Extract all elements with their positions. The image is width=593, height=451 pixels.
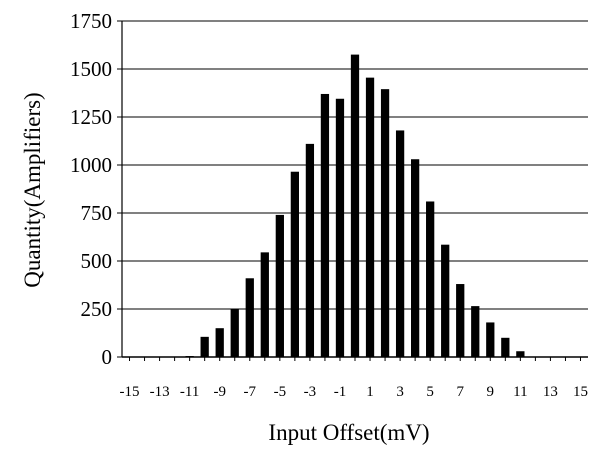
bar-4 xyxy=(410,159,420,357)
y-tick-label-1750: 1750 xyxy=(70,9,112,33)
y-tick-label-1000: 1000 xyxy=(70,153,112,177)
bar-11 xyxy=(516,351,525,357)
y-tick-label-750: 750 xyxy=(81,201,113,225)
bar-3 xyxy=(395,130,405,357)
bar--1 xyxy=(335,98,345,357)
bar-7 xyxy=(456,284,465,357)
bar--6 xyxy=(260,252,269,357)
bar-5 xyxy=(426,201,435,357)
bar--10 xyxy=(200,336,209,357)
x-tick-label--3: -3 xyxy=(304,384,317,400)
y-tick-label-500: 500 xyxy=(81,249,113,273)
bar--3 xyxy=(305,143,315,357)
bar-2 xyxy=(380,89,390,357)
y-tick-label-1250: 1250 xyxy=(70,105,112,129)
bar--7 xyxy=(245,278,254,357)
bar-10 xyxy=(501,337,510,357)
y-tick-label-1500: 1500 xyxy=(70,57,112,81)
bar-0 xyxy=(350,54,360,357)
bar--2 xyxy=(320,93,330,358)
x-tick-label-15: 15 xyxy=(573,384,588,400)
bar--5 xyxy=(275,214,284,357)
x-tick-label--9: -9 xyxy=(213,384,226,400)
x-tick-label-13: 13 xyxy=(543,384,558,400)
x-tick-label--1: -1 xyxy=(334,384,347,400)
bar-6 xyxy=(441,244,450,357)
bar-8 xyxy=(471,306,480,357)
y-tick-label-250: 250 xyxy=(81,297,113,321)
x-tick-label--7: -7 xyxy=(244,384,257,400)
bar-9 xyxy=(486,322,495,357)
bars xyxy=(185,54,525,358)
bar--8 xyxy=(230,309,239,357)
x-tick-label--13: -13 xyxy=(150,384,170,400)
x-tick-label-11: 11 xyxy=(513,384,527,400)
x-tick-label-9: 9 xyxy=(487,384,495,400)
x-tick-labels: -15 -13 -11 -9 -7 -5 -3 -1 1 3 5 7 9 11 13 15 xyxy=(120,384,588,400)
x-tick-label-3: 3 xyxy=(396,384,404,400)
x-tick-label-5: 5 xyxy=(426,384,434,400)
x-tick-label--11: -11 xyxy=(180,384,199,400)
x-tick-label-7: 7 xyxy=(456,384,464,400)
x-tick-label--5: -5 xyxy=(274,384,287,400)
bar--9 xyxy=(215,328,224,357)
y-tick-label-0: 0 xyxy=(102,345,113,369)
x-tick-label-1: 1 xyxy=(366,384,374,400)
x-axis-label: Input Offset(mV) xyxy=(268,420,429,445)
x-tick-label--15: -15 xyxy=(120,384,140,400)
bar--4 xyxy=(290,171,300,357)
y-axis-label: Quantity(Amplifiers) xyxy=(20,92,45,287)
bar-1 xyxy=(365,77,375,357)
axes xyxy=(117,20,588,361)
y-tick-labels: 0 250 500 750 1000 1250 1500 1750 xyxy=(70,9,112,369)
